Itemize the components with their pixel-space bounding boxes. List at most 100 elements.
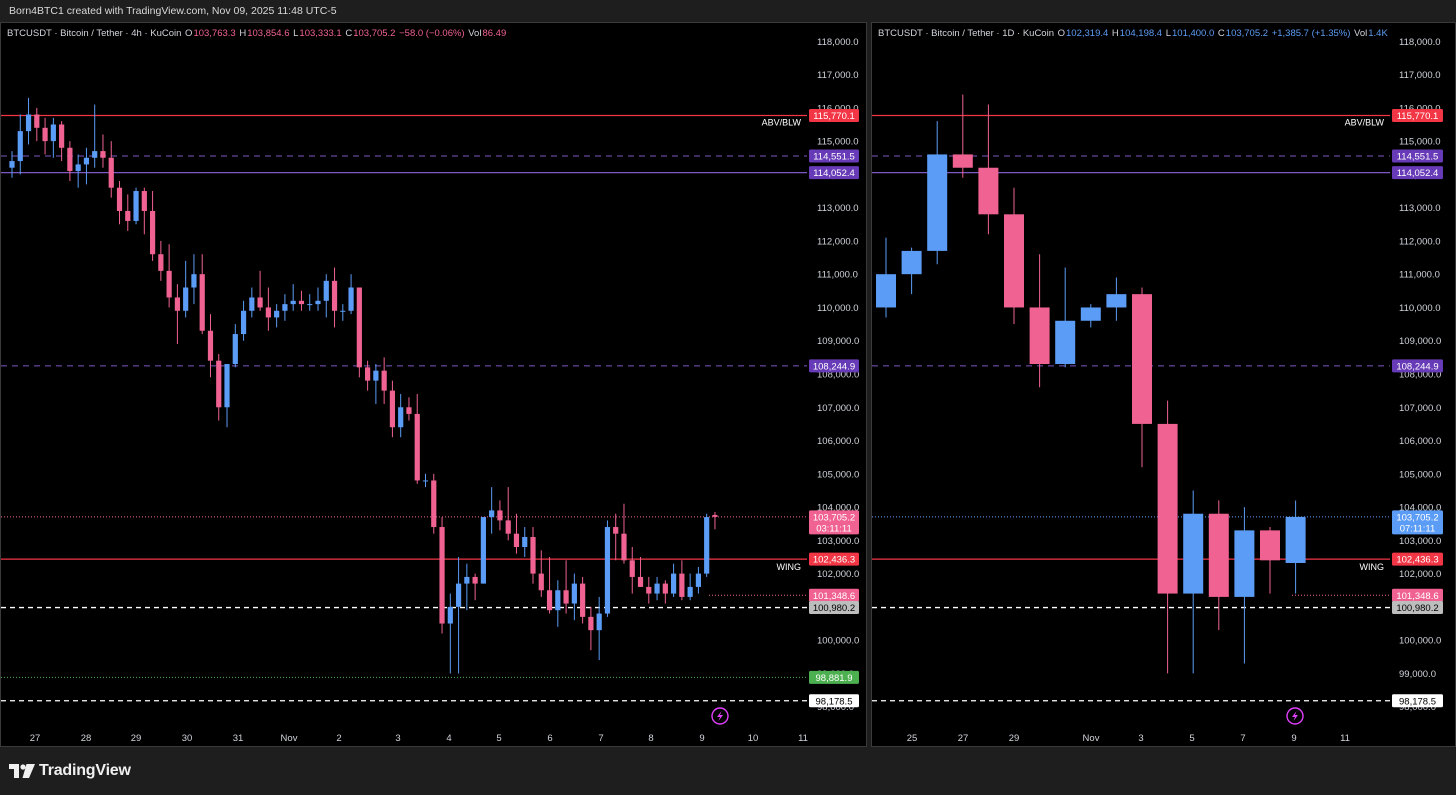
price-badge-label: 114,551.5 — [1397, 152, 1439, 163]
candle-body — [480, 517, 486, 584]
price-badge-label: 98,178.5 — [816, 696, 853, 707]
x-tick-label: 31 — [233, 733, 244, 744]
x-tick-label: 2 — [336, 733, 341, 744]
y-tick-label: 107,000.0 — [817, 403, 859, 414]
lightning-icon-ring — [1286, 707, 1304, 725]
level-annotation: ABV/BLW — [1345, 117, 1385, 127]
candle-body — [298, 300, 305, 305]
price-badge — [1392, 166, 1443, 180]
candle-body — [546, 590, 553, 611]
candle-body — [629, 560, 635, 577]
y-tick-label: 104,000.0 — [817, 503, 859, 514]
candle-body — [927, 154, 948, 251]
symbol-legend-4h: BTCUSDT · Bitcoin / Tether · 4h · KuCoin… — [7, 28, 506, 39]
x-tick-label: 3 — [1138, 733, 1143, 744]
symbol-title: BTCUSDT · Bitcoin / Tether · 1D · KuCoin — [878, 28, 1054, 39]
y-tick-label: 113,000.0 — [817, 203, 859, 214]
candle-body — [116, 187, 123, 211]
x-tick-label: 5 — [496, 733, 501, 744]
chart-canvas-4h[interactable]: 118,000.0 117,000.0 116,000.0 115,000.0 114,… — [1, 23, 867, 747]
candle-body — [183, 287, 189, 311]
volume-label: Vol — [468, 28, 482, 39]
x-tick-label: Nov — [281, 733, 298, 744]
chart-panel-1d[interactable]: 118,000.0 117,000.0 116,000.0 115,000.0 114,… — [871, 22, 1456, 747]
candle-body — [646, 586, 652, 594]
candle-body — [381, 370, 387, 391]
candle-body — [695, 573, 702, 587]
candle-body — [876, 274, 896, 308]
price-badge — [1392, 601, 1443, 615]
price-badge — [1392, 552, 1443, 566]
y-tick-label: 110,000.0 — [1399, 303, 1441, 314]
lightning-icon — [1286, 707, 1304, 725]
candle-body — [671, 573, 677, 594]
candle-body — [447, 606, 453, 624]
candle-body — [580, 583, 586, 617]
price-badge-label: 102,436.3 — [1396, 555, 1438, 566]
candle-body — [50, 124, 56, 142]
candle-body — [637, 576, 644, 587]
lightning-icon-bolt — [1292, 711, 1298, 721]
chart-canvas-1d[interactable]: 118,000.0 117,000.0 116,000.0 115,000.0 114,… — [872, 23, 1456, 747]
symbol-title: BTCUSDT · Bitcoin / Tether · 4h · KuCoin — [7, 28, 182, 39]
candle-body — [216, 360, 222, 408]
volume-value: 1.4K — [1368, 28, 1388, 39]
y-tick-label: 112,000.0 — [817, 236, 859, 247]
x-tick-label: 30 — [182, 733, 193, 744]
tradingview-logo[interactable]: TradingView — [9, 762, 131, 780]
candle-body — [414, 413, 420, 481]
candle-body — [100, 151, 106, 158]
candle-body — [555, 590, 561, 611]
candle-body — [125, 210, 131, 221]
candle-body — [464, 576, 470, 584]
x-tick-label: 27 — [30, 733, 41, 744]
candle-body — [25, 114, 32, 132]
x-tick-label: Nov — [1083, 733, 1100, 744]
candle-body — [59, 124, 65, 148]
y-tick-label: 104,000.0 — [1399, 503, 1441, 514]
candle-body — [1132, 294, 1152, 424]
y-tick-label: 115,000.0 — [817, 137, 859, 148]
x-tick-label: 7 — [1240, 733, 1245, 744]
candle-body — [513, 533, 520, 547]
close-value: 103,705.2 — [1225, 28, 1269, 39]
candle-body — [621, 533, 627, 561]
price-badge-label: 115,770.1 — [813, 111, 855, 122]
candle-body — [166, 270, 172, 298]
price-badge-label: 102,436.3 — [813, 555, 855, 566]
candle-body — [307, 304, 313, 306]
price-badge — [809, 588, 859, 602]
high-label: H — [1111, 28, 1119, 39]
price-badge — [1392, 359, 1443, 373]
x-tick-label: 11 — [798, 733, 808, 744]
low-label: L — [293, 28, 299, 39]
x-tick-label: 29 — [1009, 733, 1020, 744]
price-badge — [1392, 694, 1443, 708]
x-tick-label: 28 — [81, 733, 92, 744]
y-tick-label: 106,000.0 — [1399, 436, 1441, 447]
y-tick-label: 111,000.0 — [817, 270, 858, 281]
price-badge-label: 98,881.9 — [816, 673, 853, 684]
y-tick-label: 102,000.0 — [1399, 569, 1441, 580]
price-badge — [809, 359, 859, 373]
change-value: −58.0 (−0.06%) — [399, 28, 465, 39]
candle-body — [331, 280, 338, 311]
chart-caption: Born4BTC1 created with TradingView.com, … — [0, 0, 1456, 22]
x-tick-label: 29 — [131, 733, 142, 744]
symbol-legend-1d: BTCUSDT · Bitcoin / Tether · 1D · KuCoin… — [878, 28, 1388, 39]
candle-body — [662, 583, 668, 594]
price-badge-label: 100,980.2 — [813, 603, 855, 614]
candle-body — [439, 527, 445, 624]
candle-body — [199, 274, 205, 331]
price-badge-label: 98,178.5 — [1399, 696, 1436, 707]
candle-body — [604, 527, 611, 614]
x-tick-label: 7 — [598, 733, 603, 744]
candle-body — [687, 586, 693, 597]
candle-body — [1157, 423, 1178, 594]
price-badge — [809, 670, 859, 684]
open-value: 103,763.3 — [193, 28, 236, 39]
candle-body — [75, 164, 81, 172]
candle-body — [398, 407, 404, 428]
chart-panel-4h[interactable]: 118,000.0 117,000.0 116,000.0 115,000.0 114,… — [0, 22, 867, 747]
candle-body — [406, 407, 412, 414]
